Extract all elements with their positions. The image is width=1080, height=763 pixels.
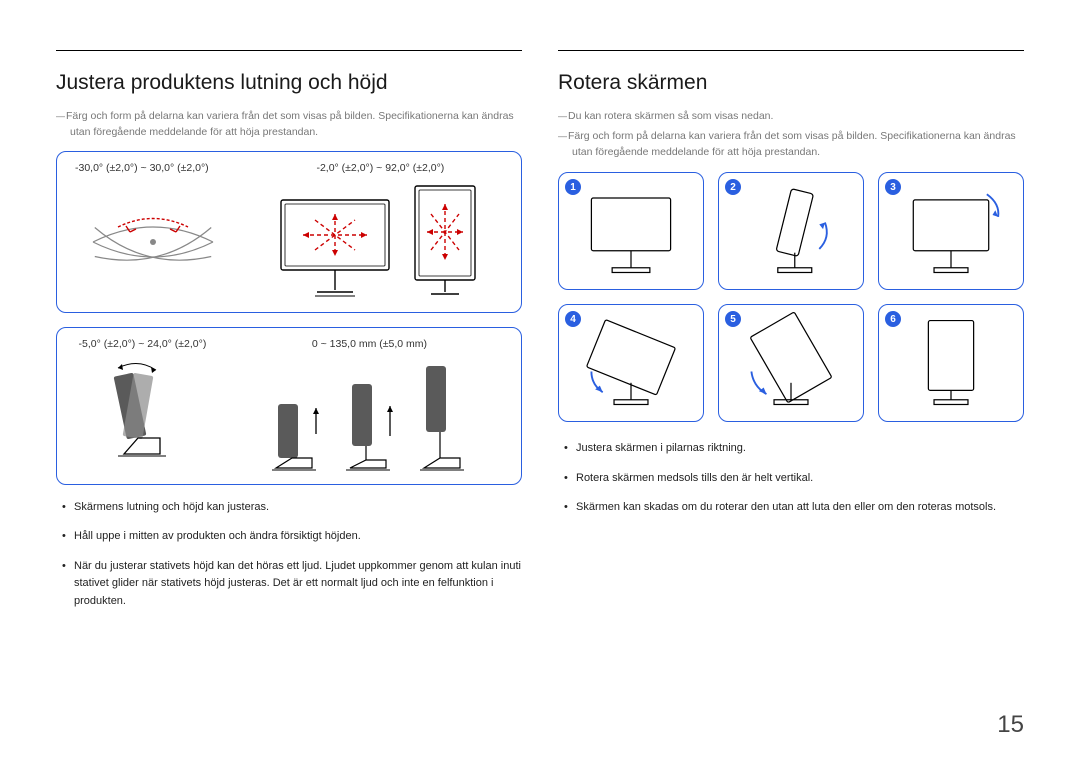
rotate-step-5: 5	[718, 304, 864, 422]
bullet-right-1: Justera skärmen i pilarnas riktning.	[558, 440, 1024, 458]
diagram-height-mid	[336, 366, 402, 474]
bullet-left-2: Håll uppe i mitten av produkten och ändr…	[56, 528, 522, 546]
note-left-1: Färg och form på delarna kan variera frå…	[56, 109, 522, 141]
diagram-swivel	[78, 182, 228, 277]
diagram-height-high	[410, 358, 476, 474]
panel-swivel-pivot: -30,0° (±2,0°) ~ 30,0° (±2,0°)	[56, 151, 522, 313]
bullet-left-1: Skärmens lutning och höjd kan justeras.	[56, 499, 522, 517]
heading-right: Rotera skärmen	[558, 71, 1024, 95]
rotate-step-3: 3	[878, 172, 1024, 290]
caption-swivel: -30,0° (±2,0°) ~ 30,0° (±2,0°)	[75, 162, 209, 174]
rotate-step-1: 1	[558, 172, 704, 290]
bullets-left: Skärmens lutning och höjd kan justeras. …	[56, 499, 522, 611]
page-number: 15	[997, 711, 1024, 739]
diagram-pivot-landscape	[275, 192, 395, 302]
heading-left: Justera produktens lutning och höjd	[56, 71, 522, 95]
rotate-step-2: 2	[718, 172, 864, 290]
diagram-height-low	[262, 374, 328, 474]
bullets-right: Justera skärmen i pilarnas riktning. Rot…	[558, 440, 1024, 517]
bullet-right-3: Skärmen kan skadas om du roterar den uta…	[558, 499, 1024, 517]
rotate-step-6: 6	[878, 304, 1024, 422]
caption-pivot: -2,0° (±2,0°) ~ 92,0° (±2,0°)	[316, 162, 444, 174]
caption-height: 0 ~ 135,0 mm (±5,0 mm)	[312, 338, 427, 350]
caption-tilt: -5,0° (±2,0°) ~ 24,0° (±2,0°)	[79, 338, 207, 350]
rotate-grid: 1 2 3	[558, 172, 1024, 422]
note-right-2: Färg och form på delarna kan variera frå…	[558, 129, 1024, 161]
diagram-pivot-portrait	[405, 182, 485, 302]
panel-tilt-height: -5,0° (±2,0°) ~ 24,0° (±2,0°) 0 ~ 135,0 …	[56, 327, 522, 485]
note-right-1: Du kan rotera skärmen så som visas nedan…	[558, 109, 1024, 125]
bullet-left-3: När du justerar stativets höjd kan det h…	[56, 558, 522, 611]
rotate-step-4: 4	[558, 304, 704, 422]
diagram-tilt	[90, 358, 195, 463]
bullet-right-2: Rotera skärmen medsols tills den är helt…	[558, 470, 1024, 488]
